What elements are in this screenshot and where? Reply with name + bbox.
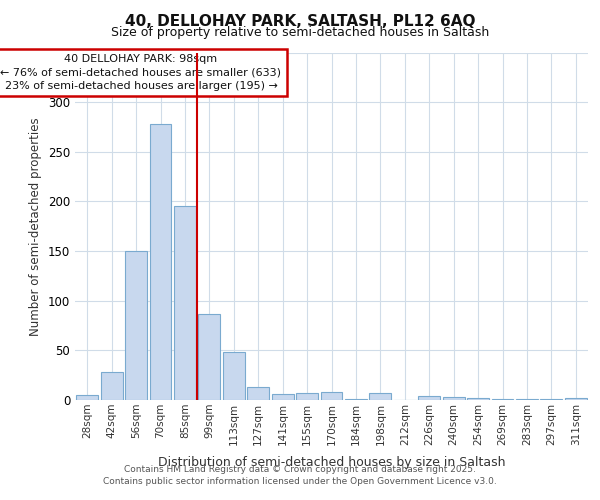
Bar (516, 399, 538, 400)
Bar (223, 352, 245, 400)
Bar (345, 399, 367, 400)
Bar (101, 372, 122, 400)
Y-axis label: Number of semi-detached properties: Number of semi-detached properties (29, 117, 43, 336)
Bar (370, 393, 391, 400)
Bar (565, 398, 587, 400)
Text: Contains HM Land Registry data © Crown copyright and database right 2025.: Contains HM Land Registry data © Crown c… (124, 466, 476, 474)
Text: Contains public sector information licensed under the Open Government Licence v3: Contains public sector information licen… (103, 477, 497, 486)
Bar (320, 392, 343, 400)
Bar (272, 394, 293, 400)
Bar (296, 393, 318, 400)
Bar (418, 396, 440, 400)
Bar (541, 399, 562, 400)
Bar (149, 124, 172, 400)
Bar (443, 397, 464, 400)
Bar (467, 398, 489, 400)
Bar (174, 206, 196, 400)
Bar (199, 314, 220, 400)
Text: Size of property relative to semi-detached houses in Saltash: Size of property relative to semi-detach… (111, 26, 489, 39)
Bar (125, 251, 147, 400)
Text: 40 DELLOHAY PARK: 98sqm
← 76% of semi-detached houses are smaller (633)
23% of s: 40 DELLOHAY PARK: 98sqm ← 76% of semi-de… (1, 54, 281, 91)
Text: 40, DELLOHAY PARK, SALTASH, PL12 6AQ: 40, DELLOHAY PARK, SALTASH, PL12 6AQ (125, 14, 475, 29)
Bar (76, 395, 98, 400)
Bar (491, 399, 514, 400)
X-axis label: Distribution of semi-detached houses by size in Saltash: Distribution of semi-detached houses by … (158, 456, 505, 469)
Bar (247, 387, 269, 400)
